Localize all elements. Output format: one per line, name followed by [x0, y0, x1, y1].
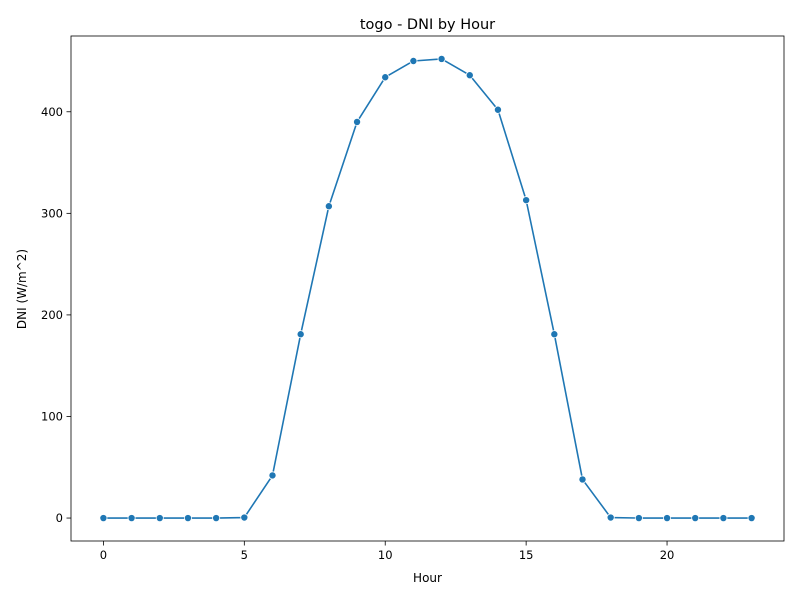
x-tick-label: 10 [378, 548, 393, 562]
y-tick-label: 300 [41, 206, 63, 220]
data-point [522, 196, 531, 205]
data-point [634, 514, 643, 523]
y-tick-label: 400 [41, 105, 63, 119]
x-tick-label: 0 [100, 548, 107, 562]
x-tick-label: 20 [660, 548, 675, 562]
data-point [296, 330, 305, 339]
data-point [99, 514, 108, 523]
data-point [353, 117, 362, 126]
y-tick-label: 100 [41, 409, 63, 423]
data-point [663, 514, 672, 523]
data-point [719, 514, 728, 523]
plot-area-frame [70, 35, 785, 542]
data-point [465, 71, 474, 80]
data-point [747, 514, 756, 523]
data-point [155, 514, 164, 523]
y-axis-label: DNI (W/m^2) [15, 249, 29, 329]
series-line [103, 58, 752, 519]
data-point [691, 514, 700, 523]
y-axis-ticks: 0 100 200 300 400 [41, 105, 71, 525]
data-point [127, 514, 136, 523]
y-tick-label: 0 [56, 511, 63, 525]
data-point [578, 475, 587, 484]
data-point [606, 513, 615, 522]
data-point [381, 73, 390, 82]
x-axis-label: Hour [413, 571, 442, 585]
x-tick-label: 15 [519, 548, 534, 562]
data-point [240, 513, 249, 522]
x-axis-ticks: 0 5 10 15 20 [100, 541, 675, 562]
x-tick-label: 5 [241, 548, 248, 562]
data-point [268, 471, 277, 480]
data-point [493, 105, 502, 114]
series-layer [99, 54, 756, 523]
data-point [409, 56, 418, 65]
data-point [437, 54, 446, 63]
data-point [212, 514, 221, 523]
data-point [183, 514, 192, 523]
y-tick-label: 200 [41, 308, 63, 322]
chart-title: togo - DNI by Hour [360, 17, 495, 33]
data-point [324, 202, 333, 211]
data-point [550, 330, 559, 339]
